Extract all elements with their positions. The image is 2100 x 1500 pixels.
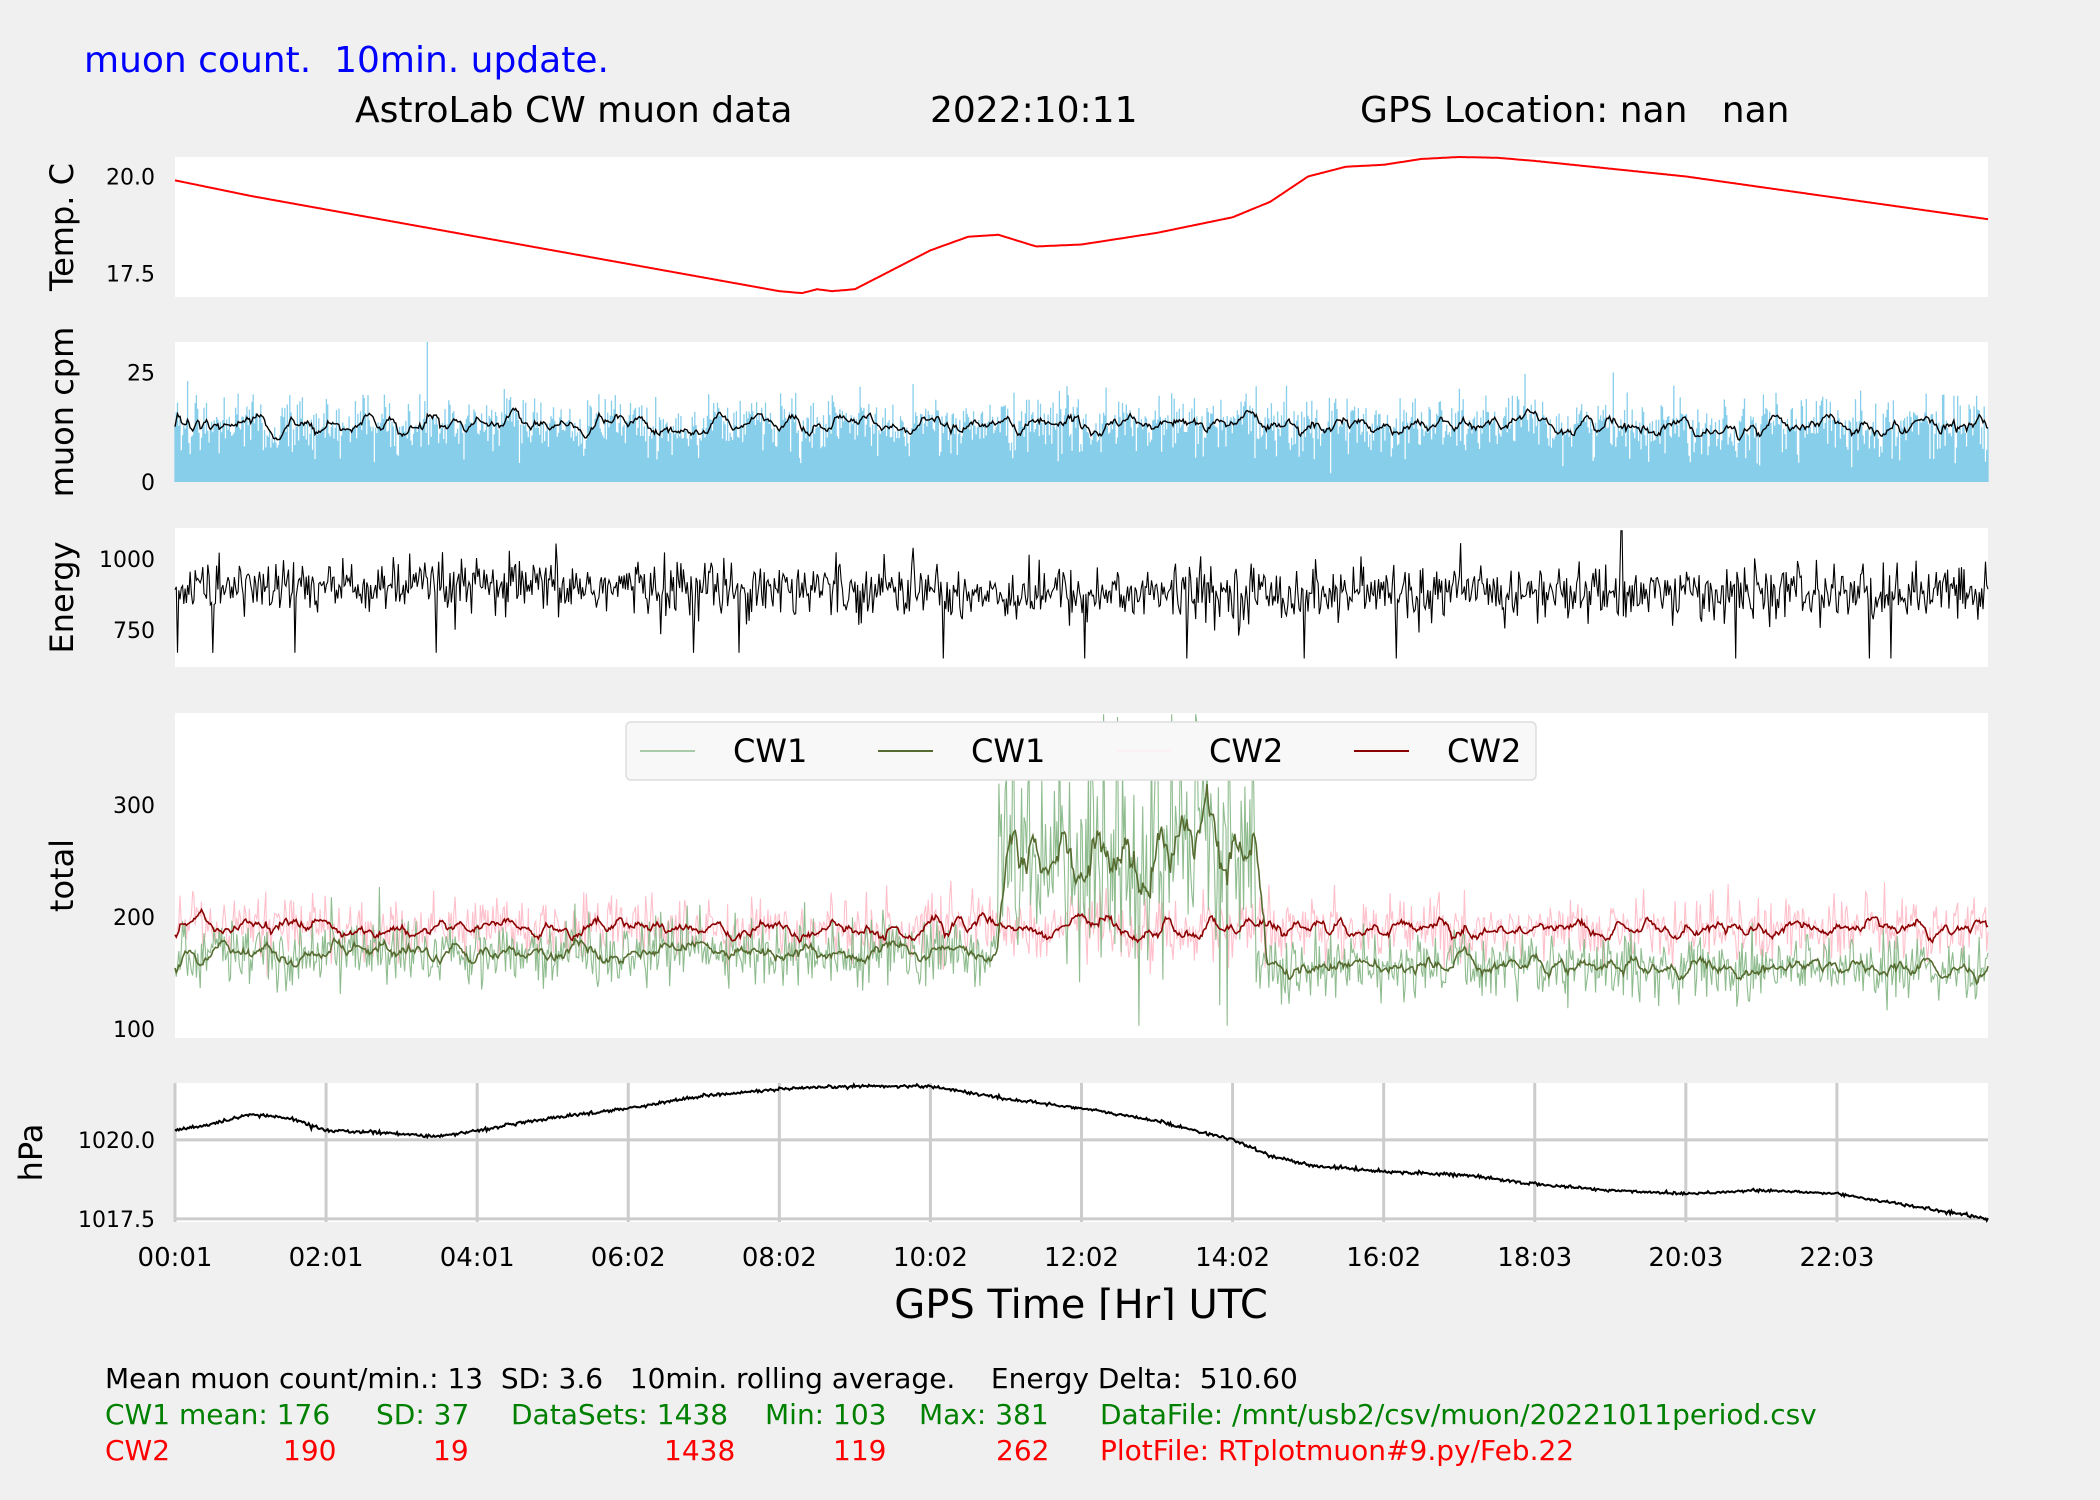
x-tick-label: 20:03 — [1648, 1243, 1723, 1273]
y-tick-label: 25 — [127, 362, 155, 387]
cw1-max: Max: 381 — [919, 1398, 1049, 1431]
x-tick-label: 12:02 — [1044, 1243, 1119, 1273]
x-tick-label: 06:02 — [591, 1243, 666, 1273]
chart-canvas: 17.5 20.0 Temp. C 0 25 muon cpm 750 1000 Energy 1… — [12, 156, 1989, 1320]
x-tick-label: 16:02 — [1346, 1243, 1421, 1273]
pressure-line — [174, 1082, 1989, 1223]
y-tick-label: 100 — [113, 1018, 155, 1043]
x-tick-label: 08:02 — [742, 1243, 817, 1273]
panel-temp-bg — [175, 157, 1988, 297]
gps-location: GPS Location: nan nan — [1360, 90, 1790, 131]
y-axis-label: total — [43, 839, 81, 912]
y-axis-label: Energy — [43, 541, 81, 653]
x-tick-label: 18:03 — [1497, 1243, 1572, 1273]
muon-count-bars — [174, 342, 1989, 482]
cw2-datasets: 1438 — [664, 1434, 736, 1467]
chart-date: 2022:10:11 — [930, 90, 1138, 131]
cw1-rolling-line — [174, 784, 1989, 986]
y-tick-label: 1017.5 — [78, 1208, 155, 1233]
chart-title: AstroLab CW muon data — [355, 90, 793, 131]
panels-layer: 17.5 20.0 Temp. C 0 25 muon cpm 750 1000 Energy 1… — [12, 156, 1989, 1233]
cw1-mean: CW1 mean: 176 — [105, 1398, 331, 1431]
cw1-datasets: DataSets: 1438 — [511, 1398, 729, 1431]
y-axis-label: Temp. C — [43, 163, 81, 292]
y-tick-label: 200 — [113, 906, 155, 931]
panel-pressure: 1017.5 1020.0 hPa — [12, 1082, 1989, 1233]
y-tick-label: 750 — [113, 619, 155, 644]
x-tick-label: 02:01 — [289, 1243, 364, 1273]
legend-cw2-rolling-label: CW2 — [1447, 732, 1521, 770]
panel-temp: 17.5 20.0 Temp. C — [43, 156, 1989, 297]
energy-line — [174, 530, 1989, 659]
cw2-sd: 19 — [433, 1434, 469, 1467]
y-tick-label: 20.0 — [106, 165, 155, 190]
y-axis-label: hPa — [12, 1124, 50, 1182]
y-tick-label: 300 — [113, 794, 155, 819]
x-tick-label: 00:01 — [138, 1243, 213, 1273]
panel-muon: 0 25 muon cpm — [43, 327, 1989, 498]
legend-layer: CW1 CW1 CW2 CW2 — [625, 721, 1537, 781]
legend-cw1-raw-label: CW1 — [733, 732, 807, 770]
x-tick-label: 10:02 — [893, 1243, 968, 1273]
legend: CW1 CW1 CW2 CW2 — [625, 721, 1537, 781]
cw2-max: 262 — [996, 1434, 1050, 1467]
cw2-min: 119 — [833, 1434, 887, 1467]
x-tick-label: 04:01 — [440, 1243, 515, 1273]
cw1-datafile: DataFile: /mnt/usb2/csv/muon/20221011per… — [1100, 1398, 1817, 1431]
x-tick-label: 14:02 — [1195, 1243, 1270, 1273]
cw1-sd: SD: 37 — [376, 1398, 470, 1431]
legend-box — [625, 721, 1537, 781]
legend-cw2-raw-label: CW2 — [1209, 732, 1283, 770]
summary-line: Mean muon count/min.: 13 SD: 3.6 10min. … — [105, 1362, 1298, 1395]
cw1-raw-line — [174, 714, 1989, 1026]
x-tick-label: 22:03 — [1799, 1243, 1874, 1273]
x-axis: 00:01 02:01 04:01 06:02 08:02 10:02 12:02 14:02… — [138, 1243, 1875, 1320]
y-tick-label: 0 — [141, 471, 155, 496]
y-tick-label: 1020.0 — [78, 1129, 155, 1154]
cw2-plotfile: PlotFile: RTplotmuon#9.py/Feb.22 — [1100, 1434, 1575, 1467]
cw2-mean: 190 — [283, 1434, 337, 1467]
y-tick-label: 17.5 — [106, 263, 155, 288]
y-tick-label: 1000 — [99, 548, 155, 573]
cw2-label: CW2 — [105, 1434, 171, 1467]
cw1-min: Min: 103 — [765, 1398, 887, 1431]
cw2-rolling-line — [174, 907, 1989, 944]
update-note: muon count. 10min. update. — [84, 40, 609, 81]
temperature-line — [174, 156, 1989, 295]
cw2-raw-line — [174, 880, 1989, 977]
x-axis-label: GPS Time [Hr] UTC — [894, 1282, 1268, 1320]
panel-energy-bg — [175, 528, 1988, 667]
muon-rolling-average-line — [174, 407, 1989, 441]
panel-energy: 750 1000 Energy — [43, 528, 1989, 667]
y-axis-label: muon cpm — [43, 327, 81, 498]
legend-cw1-rolling-label: CW1 — [971, 732, 1045, 770]
